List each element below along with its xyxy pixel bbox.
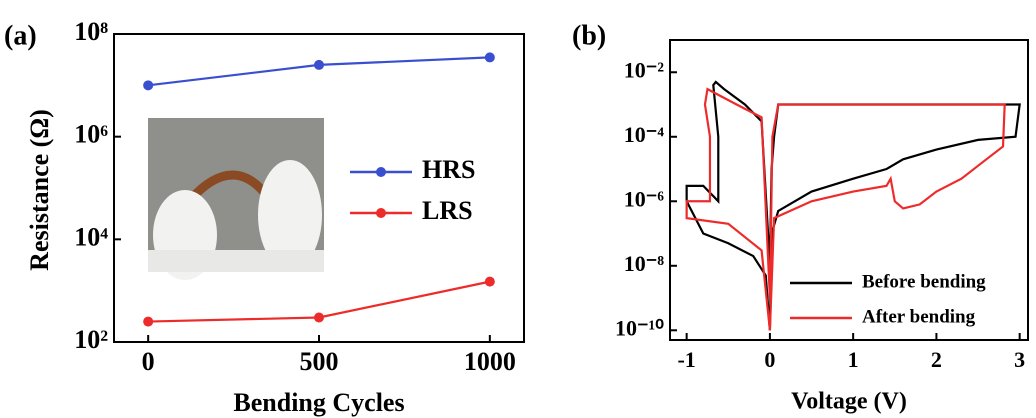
x-tick-label: 0: [142, 347, 155, 376]
data-point: [485, 277, 495, 287]
data-point: [314, 313, 324, 323]
page: (a) (b) Bending Cycles Resistance (Ω) Vo…: [0, 0, 1036, 418]
y-tick-label: 10⁸: [74, 17, 108, 46]
y-tick-label: 10⁻⁶: [624, 186, 665, 211]
panel-label: (a): [4, 20, 37, 51]
y-tick-label: 10⁻²: [624, 57, 665, 82]
data-point: [485, 52, 495, 62]
data-point: [314, 60, 324, 70]
legend-label: HRS: [422, 155, 475, 184]
series-line: [687, 82, 1020, 330]
x-tick-label: -1: [677, 347, 695, 372]
x-tick-label: 1: [848, 347, 859, 372]
x-tick-label: 2: [931, 347, 942, 372]
y-tick-label: 10²: [74, 325, 108, 354]
y-axis-title: Resistance (Ω): [25, 109, 54, 271]
y-tick-label: 10⁻⁸: [624, 251, 665, 276]
x-tick-label: 1000: [464, 347, 516, 376]
x-axis-title: Voltage (V): [791, 389, 907, 415]
legend-label: LRS: [422, 196, 473, 225]
y-tick-label: 10⁻⁴: [624, 122, 665, 147]
y-tick-label: 10⁻¹⁰: [615, 315, 664, 340]
x-tick-label: 500: [300, 347, 339, 376]
data-point: [143, 317, 153, 327]
x-tick-label: 3: [1014, 347, 1025, 372]
x-tick-label: 0: [764, 347, 775, 372]
x-axis-title: Bending Cycles: [233, 388, 404, 417]
panel-label: (b): [572, 20, 606, 51]
legend-label: Before bending: [862, 271, 986, 292]
y-tick-label: 10⁴: [74, 222, 108, 251]
figure: (a) (b) Bending Cycles Resistance (Ω) Vo…: [0, 0, 1036, 418]
inset-photo: [148, 118, 324, 280]
y-tick-label: 10⁶: [74, 120, 108, 149]
legend-marker: [376, 208, 386, 218]
legend-label: After bending: [862, 306, 976, 327]
plot-frame: [670, 40, 1028, 340]
legend-marker: [376, 167, 386, 177]
series-line: [687, 89, 1005, 330]
data-point: [143, 80, 153, 90]
